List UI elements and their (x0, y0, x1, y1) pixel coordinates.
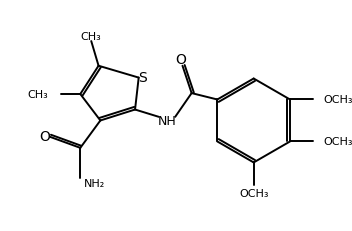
Text: OCH₃: OCH₃ (324, 95, 352, 105)
Text: OCH₃: OCH₃ (324, 137, 352, 147)
Text: O: O (39, 129, 50, 143)
Text: S: S (138, 70, 147, 84)
Text: CH₃: CH₃ (81, 31, 102, 41)
Text: NH: NH (158, 115, 176, 128)
Text: O: O (175, 53, 186, 67)
Text: NH₂: NH₂ (84, 179, 105, 189)
Text: CH₃: CH₃ (27, 90, 48, 100)
Text: OCH₃: OCH₃ (239, 189, 269, 199)
